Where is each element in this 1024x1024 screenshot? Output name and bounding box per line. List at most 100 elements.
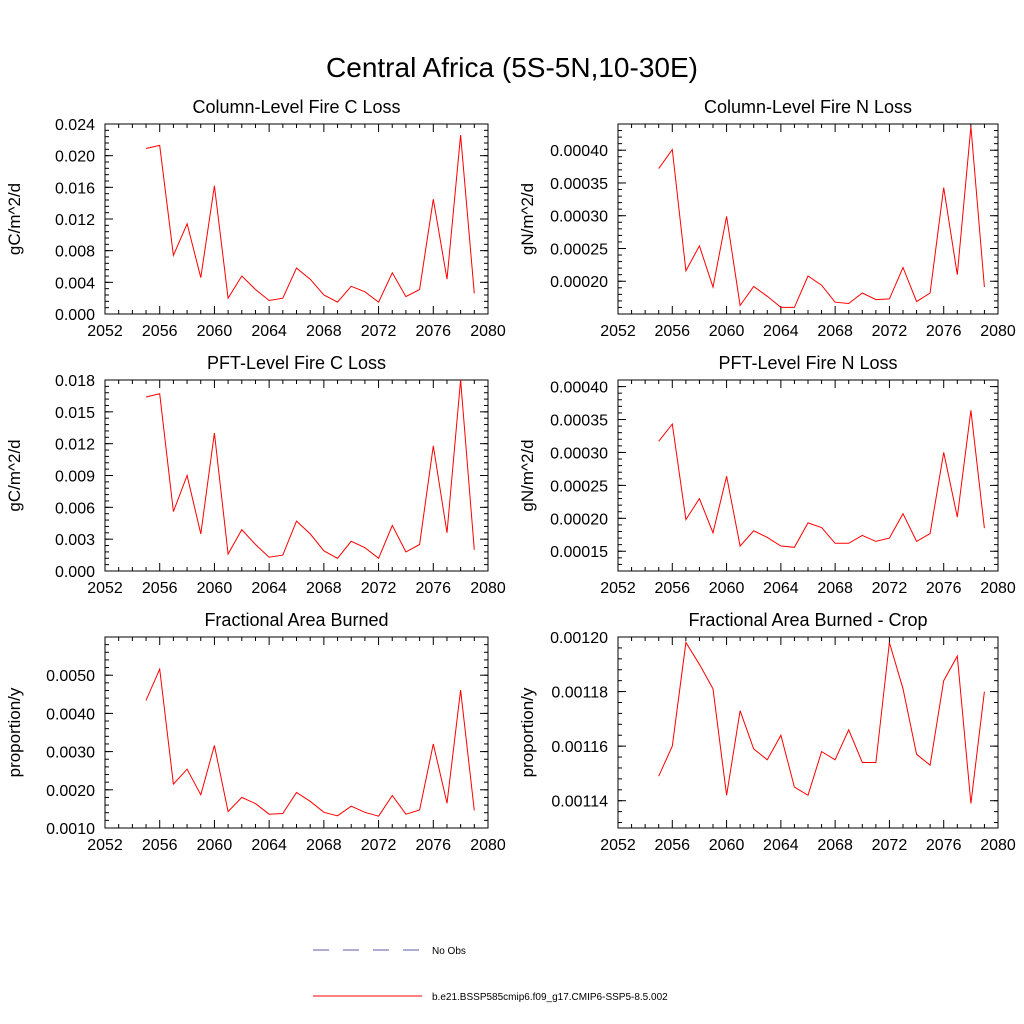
x-tick-label: 2068	[817, 837, 853, 854]
x-tick-label: 2056	[654, 580, 690, 597]
chart-panel: Column-Level Fire C Loss 2052 2056 2060 2064…	[5, 97, 506, 340]
y-tick-label: 0.00040	[550, 143, 608, 160]
x-tick-label: 2080	[470, 580, 506, 597]
y-axis-label: gC/m^2/d	[5, 183, 24, 255]
legend-item-no-obs: No Obs	[313, 946, 466, 957]
series-line	[658, 410, 985, 548]
y-axis-label: gC/m^2/d	[5, 439, 24, 511]
x-tick-label: 2064	[251, 580, 287, 597]
x-tick-label: 2052	[87, 323, 123, 340]
x-tick-label: 2068	[817, 323, 853, 340]
legend: No Obs b.e21.BSSP585cmip6.f09_g17.CMIP6-…	[313, 946, 668, 1003]
x-tick-label: 2052	[87, 837, 123, 854]
x-tick-label: 2080	[470, 323, 506, 340]
x-tick-label: 2068	[306, 837, 342, 854]
x-tick-label: 2072	[361, 837, 397, 854]
chart-panel: Column-Level Fire N Loss 2052 2056 2060 2064…	[518, 97, 1016, 340]
x-tick-label: 2076	[926, 323, 962, 340]
panel-title: PFT-Level Fire C Loss	[207, 353, 386, 373]
y-tick-label: 0.015	[55, 405, 95, 422]
x-tick-label: 2060	[709, 837, 745, 854]
y-tick-label: 0.024	[55, 117, 95, 134]
legend-item-model-run: b.e21.BSSP585cmip6.f09_g17.CMIP6-SSP5-8.…	[313, 992, 668, 1003]
y-tick-label: 0.00035	[550, 413, 608, 430]
x-tick-label: 2068	[306, 323, 342, 340]
y-tick-label: 0.000	[55, 307, 95, 324]
y-tick-label: 0.004	[55, 275, 95, 292]
y-tick-label: 0.0010	[46, 821, 95, 838]
legend-label-no-obs: No Obs	[432, 946, 466, 957]
chart-panel: Fractional Area Burned 2052 2056 2060 2064 20…	[5, 610, 506, 854]
x-tick-label: 2060	[197, 580, 233, 597]
chart-panel: PFT-Level Fire C Loss 2052 2056 2060 2064 206…	[5, 353, 506, 597]
y-axis-label: gN/m^2/d	[518, 183, 537, 255]
y-tick-label: 0.0030	[46, 745, 95, 762]
x-tick-label: 2056	[142, 837, 178, 854]
x-tick-label: 2072	[361, 580, 397, 597]
y-tick-label: 0.000	[55, 564, 95, 581]
y-tick-label: 0.00040	[550, 380, 608, 397]
panels: Column-Level Fire C Loss 2052 2056 2060 2064…	[5, 97, 1016, 854]
y-axis-label: proportion/y	[518, 687, 537, 777]
x-tick-label: 2076	[926, 837, 962, 854]
x-tick-label: 2076	[415, 837, 451, 854]
x-tick-label: 2052	[600, 323, 636, 340]
x-tick-label: 2072	[872, 580, 908, 597]
figure-title: Central Africa (5S-5N,10-30E)	[326, 52, 698, 83]
x-tick-label: 2052	[600, 580, 636, 597]
legend-label-model-run: b.e21.BSSP585cmip6.f09_g17.CMIP6-SSP5-8.…	[432, 992, 668, 1003]
x-tick-label: 2064	[763, 837, 799, 854]
x-tick-label: 2076	[415, 580, 451, 597]
y-tick-label: 0.00030	[550, 209, 608, 226]
y-tick-label: 0.00118	[551, 685, 608, 702]
y-tick-label: 0.006	[55, 500, 95, 517]
x-tick-label: 2060	[197, 323, 233, 340]
x-tick-label: 2076	[415, 323, 451, 340]
x-tick-label: 2056	[142, 580, 178, 597]
y-tick-label: 0.012	[55, 437, 95, 454]
y-tick-label: 0.00025	[550, 241, 608, 258]
plot-frame	[104, 379, 489, 572]
panel-title: Column-Level Fire N Loss	[704, 97, 912, 117]
y-tick-label: 0.0050	[46, 668, 95, 685]
y-tick-label: 0.008	[55, 244, 95, 261]
x-tick-label: 2064	[763, 580, 799, 597]
panel-title: Column-Level Fire C Loss	[192, 97, 400, 117]
y-tick-label: 0.00020	[550, 511, 608, 528]
x-tick-label: 2052	[600, 837, 636, 854]
x-tick-label: 2056	[654, 837, 690, 854]
x-tick-label: 2072	[872, 837, 908, 854]
y-tick-label: 0.020	[55, 149, 95, 166]
panel-title: PFT-Level Fire N Loss	[718, 353, 897, 373]
x-tick-label: 2072	[872, 323, 908, 340]
x-tick-label: 2064	[251, 323, 287, 340]
x-tick-label: 2068	[817, 580, 853, 597]
x-tick-label: 2076	[926, 580, 962, 597]
plot-frame	[104, 636, 489, 829]
plot-frame	[617, 379, 999, 572]
y-tick-label: 0.00025	[550, 478, 608, 495]
series-line	[145, 667, 475, 817]
y-axis-label: proportion/y	[5, 687, 24, 777]
series-line	[145, 135, 475, 303]
y-tick-label: 0.00035	[550, 176, 608, 193]
y-axis-label: gN/m^2/d	[518, 439, 537, 511]
series-line	[658, 126, 985, 308]
x-tick-label: 2072	[361, 323, 397, 340]
series-line	[658, 641, 985, 804]
y-tick-label: 0.003	[55, 532, 95, 549]
y-tick-label: 0.0020	[46, 783, 95, 800]
series-line	[145, 379, 475, 560]
panel-title: Fractional Area Burned - Crop	[688, 610, 927, 630]
y-tick-label: 0.00020	[550, 274, 608, 291]
x-tick-label: 2060	[709, 323, 745, 340]
x-tick-label: 2060	[197, 837, 233, 854]
y-tick-label: 0.00030	[550, 445, 608, 462]
x-tick-label: 2080	[470, 837, 506, 854]
chart-panel: PFT-Level Fire N Loss 2052 2056 2060 2064 206…	[518, 353, 1016, 597]
x-tick-label: 2060	[709, 580, 745, 597]
x-tick-label: 2064	[251, 837, 287, 854]
y-tick-label: 0.00015	[550, 544, 608, 561]
x-tick-label: 2064	[763, 323, 799, 340]
